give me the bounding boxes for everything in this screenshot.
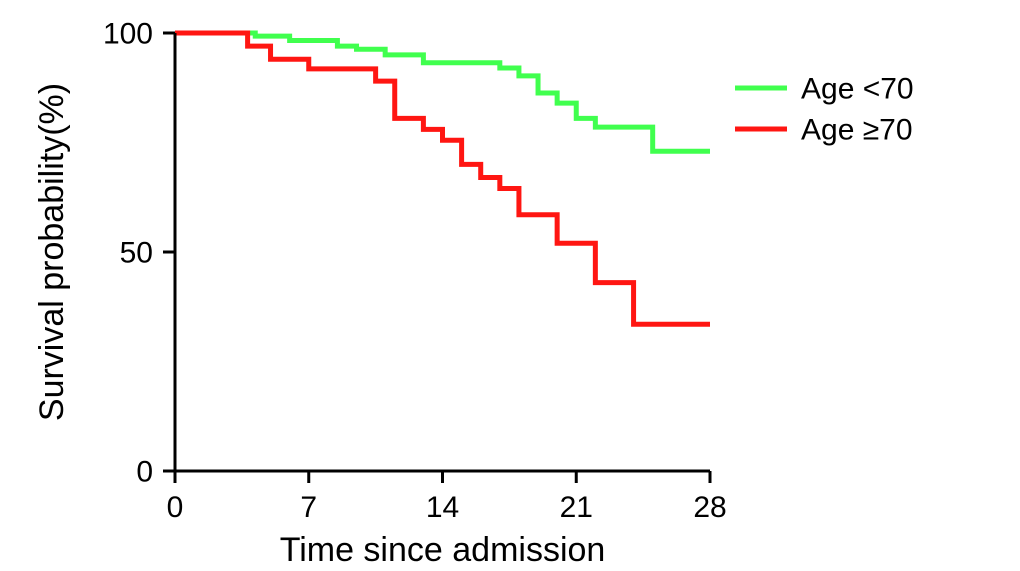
- chart-svg: 0 7 14 21 28 0 50 100 Time since admission Surviv…: [0, 0, 1020, 571]
- legend-label: Age <70: [801, 73, 914, 106]
- x-tick-label: 28: [693, 491, 726, 524]
- x-axis-label: Time since admission: [280, 531, 606, 569]
- x-tick-label: 0: [167, 491, 184, 524]
- y-tick-label: 50: [120, 237, 153, 270]
- legend-label: Age ≥70: [801, 114, 913, 147]
- survival-chart: 0 7 14 21 28 0 50 100 Time since admission Surviv…: [0, 0, 1020, 571]
- y-axis-label: Survival probability(%): [33, 83, 71, 421]
- y-tick-label: 100: [103, 18, 153, 51]
- x-tick-label: 7: [300, 491, 317, 524]
- x-tick-label: 21: [560, 491, 593, 524]
- x-tick-label: 14: [426, 491, 459, 524]
- y-tick-label: 0: [136, 456, 153, 489]
